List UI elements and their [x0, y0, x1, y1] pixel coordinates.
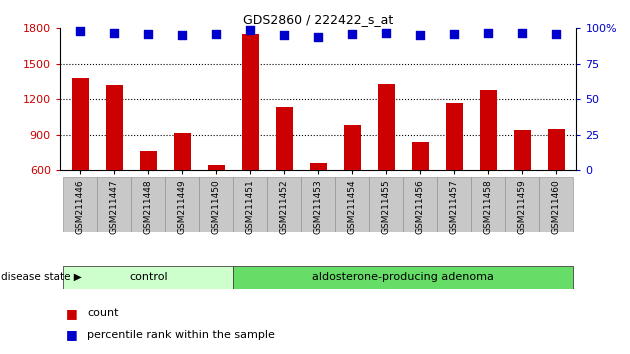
Point: [75, 28, 85, 34]
Bar: [437, 177, 471, 232]
Bar: [97, 177, 131, 232]
Bar: [377, 84, 394, 170]
Bar: [233, 177, 267, 232]
Bar: [335, 177, 369, 232]
Text: percentile rank within the sample: percentile rank within the sample: [87, 330, 275, 339]
Bar: [199, 177, 233, 232]
Bar: [174, 133, 191, 170]
Point: [143, 31, 153, 37]
Bar: [369, 177, 403, 232]
Point: [415, 33, 425, 38]
Text: GSM211451: GSM211451: [246, 180, 255, 234]
Text: GSM211446: GSM211446: [76, 180, 85, 234]
Point: [381, 30, 391, 35]
Bar: [513, 130, 530, 170]
Bar: [242, 34, 259, 170]
Bar: [411, 142, 428, 170]
Point: [483, 30, 493, 35]
Bar: [301, 177, 335, 232]
Text: GSM211460: GSM211460: [551, 180, 561, 234]
Point: [177, 33, 187, 38]
Bar: [106, 85, 123, 170]
Text: disease state ▶: disease state ▶: [1, 272, 82, 282]
Text: GSM211455: GSM211455: [382, 180, 391, 234]
Text: ■: ■: [66, 307, 78, 320]
Bar: [72, 78, 89, 170]
Text: GSM211453: GSM211453: [314, 180, 323, 234]
Text: GSM211452: GSM211452: [280, 180, 289, 234]
Text: GSM211450: GSM211450: [212, 180, 220, 234]
Bar: [479, 90, 496, 170]
Point: [449, 31, 459, 37]
Text: GSM211449: GSM211449: [178, 180, 186, 234]
Bar: [267, 177, 301, 232]
Bar: [233, 266, 573, 289]
Point: [517, 30, 527, 35]
Point: [279, 33, 289, 38]
Bar: [343, 125, 360, 170]
Text: GSM211456: GSM211456: [416, 180, 425, 234]
Bar: [539, 177, 573, 232]
Bar: [63, 266, 233, 289]
Text: GSM211458: GSM211458: [484, 180, 493, 234]
Text: control: control: [129, 272, 168, 282]
Point: [245, 27, 255, 33]
Bar: [310, 163, 326, 170]
Point: [313, 34, 323, 40]
Bar: [140, 151, 157, 170]
Text: GSM211448: GSM211448: [144, 180, 152, 234]
Bar: [445, 103, 462, 170]
Text: GSM211454: GSM211454: [348, 180, 357, 234]
Bar: [63, 177, 97, 232]
Text: ■: ■: [66, 328, 78, 341]
Bar: [471, 177, 505, 232]
Text: count: count: [87, 308, 118, 318]
Point: [347, 31, 357, 37]
Bar: [547, 129, 564, 170]
Text: GSM211459: GSM211459: [518, 180, 527, 234]
Bar: [208, 165, 225, 170]
Text: GSM211457: GSM211457: [450, 180, 459, 234]
Point: [211, 31, 221, 37]
Point: [109, 30, 119, 35]
Bar: [131, 177, 165, 232]
Bar: [505, 177, 539, 232]
Title: GDS2860 / 222422_s_at: GDS2860 / 222422_s_at: [243, 13, 393, 26]
Text: aldosterone-producing adenoma: aldosterone-producing adenoma: [312, 272, 494, 282]
Bar: [403, 177, 437, 232]
Bar: [276, 107, 293, 170]
Text: GSM211447: GSM211447: [110, 180, 118, 234]
Point: [551, 31, 561, 37]
Bar: [165, 177, 199, 232]
